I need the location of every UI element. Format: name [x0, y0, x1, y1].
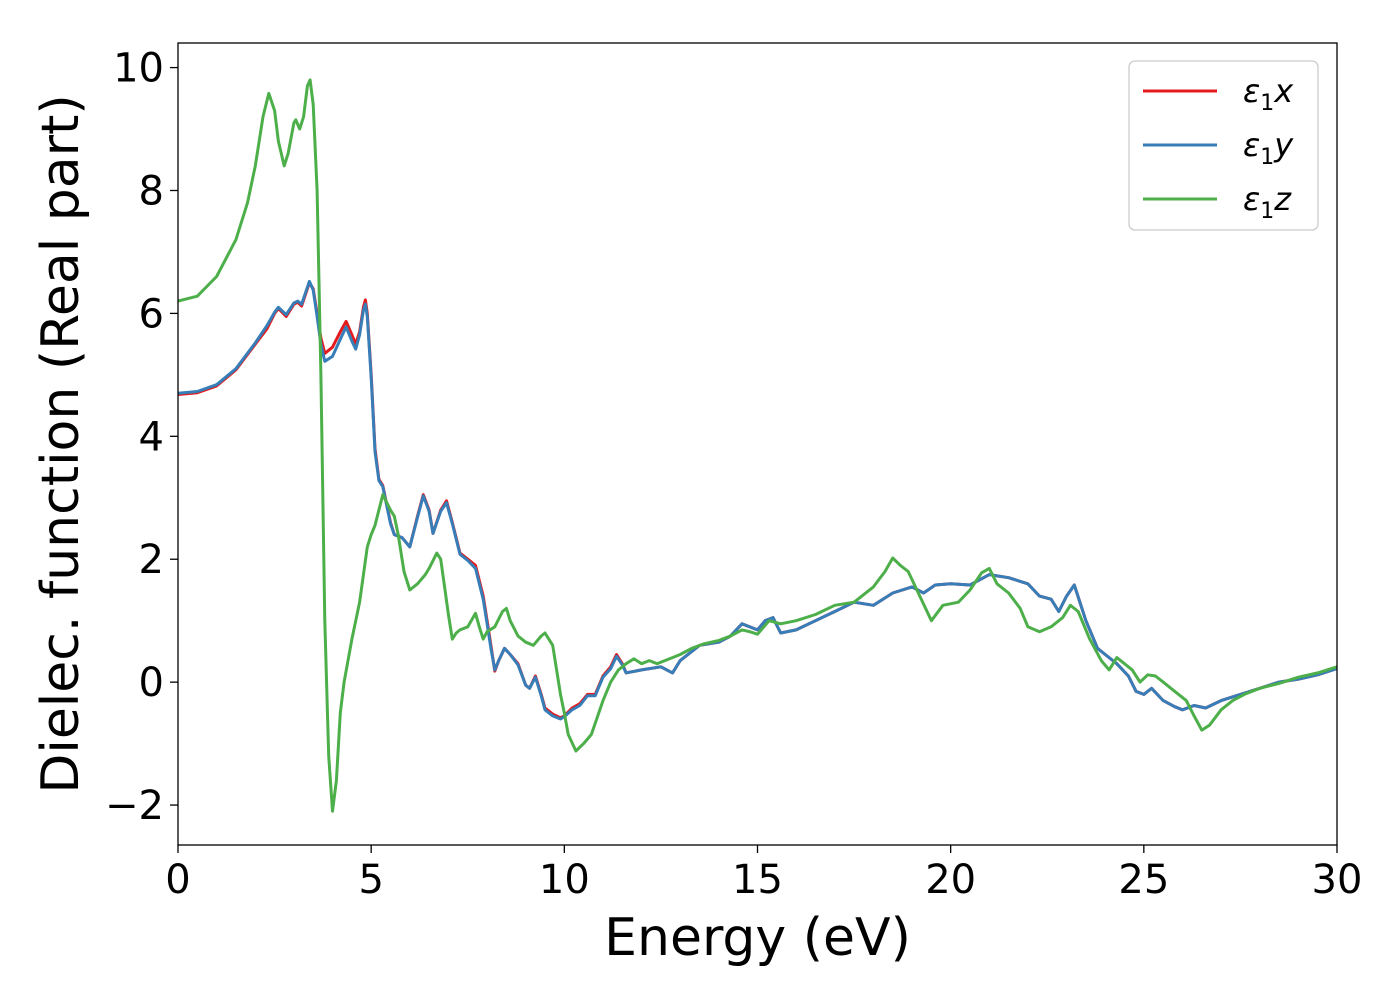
x-tick-label: 15 [732, 857, 783, 903]
x-tick-label: 5 [358, 857, 383, 903]
y-tick-label: −2 [105, 783, 164, 829]
legend-entry-y: ε1y [1243, 126, 1294, 170]
y-tick-label: 6 [139, 291, 164, 337]
x-tick-label: 25 [1118, 857, 1169, 903]
x-tick-label: 20 [925, 857, 976, 903]
legend-entry-z: ε1z [1243, 180, 1292, 224]
legend-box [1128, 60, 1319, 231]
plot-lines [178, 78, 1337, 813]
y-tick-label: 10 [113, 46, 164, 92]
x-tick-label: 10 [539, 857, 590, 903]
series-line-y [178, 279, 1337, 721]
x-tick-label: 30 [1312, 857, 1363, 903]
y-tick-label: 0 [139, 660, 164, 706]
x-tick-label: 0 [165, 857, 190, 903]
x-axis-label: Energy (eV) [604, 908, 911, 968]
series-line-z [178, 78, 1337, 813]
series-line-x [178, 281, 1337, 720]
y-tick-label: 2 [139, 537, 164, 583]
y-axis-label: Dielec. function (Real part) [31, 94, 91, 793]
legend-entry-x: ε1x [1243, 72, 1294, 116]
y-tick-label: 8 [139, 168, 164, 214]
y-tick-label: 4 [139, 414, 164, 460]
legend: ε1x ε1y ε1z [1128, 60, 1319, 231]
